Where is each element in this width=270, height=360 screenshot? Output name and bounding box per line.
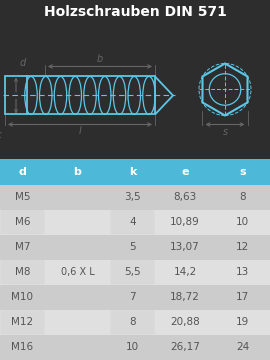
Text: Holzschrauben DIN 571: Holzschrauben DIN 571 bbox=[43, 5, 227, 19]
Text: s: s bbox=[239, 167, 246, 177]
FancyBboxPatch shape bbox=[1, 260, 45, 284]
Text: 14,2: 14,2 bbox=[173, 267, 197, 277]
FancyBboxPatch shape bbox=[110, 310, 154, 334]
Bar bbox=[0, 159, 270, 185]
FancyBboxPatch shape bbox=[1, 210, 45, 234]
Text: 10: 10 bbox=[236, 217, 249, 227]
Bar bbox=[0, 260, 270, 285]
Bar bbox=[0, 210, 270, 235]
Text: 8: 8 bbox=[129, 318, 136, 327]
Bar bbox=[0, 310, 270, 335]
Text: M5: M5 bbox=[15, 192, 30, 202]
Text: d: d bbox=[19, 167, 26, 177]
Text: 13: 13 bbox=[236, 267, 249, 277]
Text: s: s bbox=[222, 127, 228, 138]
Text: 5: 5 bbox=[129, 242, 136, 252]
Text: 26,17: 26,17 bbox=[170, 342, 200, 352]
Text: 8,63: 8,63 bbox=[173, 192, 197, 202]
FancyBboxPatch shape bbox=[110, 260, 154, 284]
Text: b: b bbox=[73, 167, 82, 177]
Text: 7: 7 bbox=[129, 292, 136, 302]
Text: 13,07: 13,07 bbox=[170, 242, 200, 252]
Text: l: l bbox=[79, 126, 81, 136]
Text: 3,5: 3,5 bbox=[124, 192, 141, 202]
Text: 10,89: 10,89 bbox=[170, 217, 200, 227]
Text: M6: M6 bbox=[15, 217, 30, 227]
Text: 5,5: 5,5 bbox=[124, 267, 141, 277]
FancyBboxPatch shape bbox=[110, 210, 154, 234]
Bar bbox=[5, 76, 27, 114]
Text: 12: 12 bbox=[236, 242, 249, 252]
Text: M12: M12 bbox=[11, 318, 33, 327]
Bar bbox=[0, 185, 270, 210]
Text: d: d bbox=[20, 58, 26, 68]
Text: M7: M7 bbox=[15, 242, 30, 252]
Text: 18,72: 18,72 bbox=[170, 292, 200, 302]
Text: k: k bbox=[129, 167, 136, 177]
FancyBboxPatch shape bbox=[1, 310, 45, 334]
Text: k: k bbox=[0, 130, 1, 140]
Text: M8: M8 bbox=[15, 267, 30, 277]
Text: M16: M16 bbox=[11, 342, 33, 352]
Text: 8: 8 bbox=[239, 192, 246, 202]
Text: M10: M10 bbox=[12, 292, 33, 302]
Bar bbox=[0, 335, 270, 360]
Text: 0,6 X L: 0,6 X L bbox=[61, 267, 94, 277]
Text: 19: 19 bbox=[236, 318, 249, 327]
Bar bbox=[0, 285, 270, 310]
Text: 24: 24 bbox=[236, 342, 249, 352]
Text: 4: 4 bbox=[129, 217, 136, 227]
Bar bbox=[0, 235, 270, 260]
Text: b: b bbox=[97, 54, 103, 64]
Text: 17: 17 bbox=[236, 292, 249, 302]
Text: 20,88: 20,88 bbox=[170, 318, 200, 327]
Text: e: e bbox=[181, 167, 189, 177]
Text: 10: 10 bbox=[126, 342, 139, 352]
